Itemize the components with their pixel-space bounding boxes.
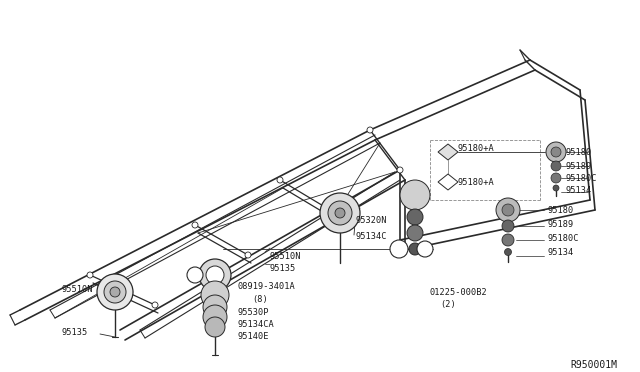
Circle shape	[502, 204, 514, 216]
Circle shape	[187, 267, 203, 283]
Circle shape	[496, 198, 520, 222]
Circle shape	[502, 234, 514, 246]
Circle shape	[400, 180, 430, 210]
Circle shape	[201, 281, 229, 309]
Text: 95510N: 95510N	[62, 285, 93, 294]
Circle shape	[409, 243, 421, 255]
Circle shape	[199, 259, 231, 291]
Circle shape	[206, 266, 224, 284]
Text: 95180+A: 95180+A	[458, 144, 495, 153]
Polygon shape	[438, 144, 458, 160]
Circle shape	[367, 127, 373, 133]
Circle shape	[320, 193, 360, 233]
Circle shape	[551, 147, 561, 157]
Circle shape	[553, 185, 559, 191]
Text: 95134C: 95134C	[355, 232, 387, 241]
Circle shape	[328, 201, 352, 225]
Text: 95180C: 95180C	[548, 234, 579, 243]
Circle shape	[417, 241, 433, 257]
Text: (8): (8)	[252, 295, 268, 304]
Circle shape	[407, 209, 423, 225]
Text: 95135: 95135	[270, 264, 296, 273]
Text: 95189: 95189	[548, 220, 574, 229]
Text: 95180C: 95180C	[565, 174, 596, 183]
Circle shape	[397, 167, 403, 173]
Text: 08919-3401A: 08919-3401A	[238, 282, 296, 291]
Circle shape	[192, 222, 198, 228]
Text: 95134: 95134	[548, 248, 574, 257]
Circle shape	[203, 305, 227, 329]
Polygon shape	[438, 174, 458, 190]
Text: N: N	[192, 276, 198, 282]
Text: 95530P: 95530P	[238, 308, 269, 317]
Text: 95134: 95134	[565, 186, 591, 195]
Text: (2): (2)	[440, 300, 456, 309]
Circle shape	[277, 177, 283, 183]
Text: 95510N: 95510N	[270, 252, 301, 261]
Circle shape	[87, 272, 93, 278]
Text: 95180+A: 95180+A	[458, 178, 495, 187]
Circle shape	[152, 302, 158, 308]
Text: N: N	[422, 250, 428, 256]
Text: R950001M: R950001M	[570, 360, 617, 370]
Text: 95135: 95135	[62, 328, 88, 337]
Circle shape	[335, 208, 345, 218]
Circle shape	[546, 142, 566, 162]
Text: 95134CA: 95134CA	[238, 320, 275, 329]
Circle shape	[104, 281, 126, 303]
Circle shape	[390, 240, 408, 258]
Text: 95140E: 95140E	[238, 332, 269, 341]
Circle shape	[551, 173, 561, 183]
Text: N: N	[396, 250, 402, 256]
Circle shape	[245, 252, 251, 258]
Text: 95180: 95180	[548, 206, 574, 215]
Circle shape	[205, 317, 225, 337]
Text: 95189: 95189	[565, 162, 591, 171]
Text: 01225-000B2: 01225-000B2	[430, 288, 488, 297]
Circle shape	[407, 225, 423, 241]
Circle shape	[551, 161, 561, 171]
Circle shape	[97, 274, 133, 310]
Circle shape	[110, 287, 120, 297]
Text: 95320N: 95320N	[355, 216, 387, 225]
Circle shape	[327, 207, 333, 213]
Text: 95180: 95180	[565, 148, 591, 157]
Circle shape	[504, 248, 511, 256]
Circle shape	[203, 295, 227, 319]
Circle shape	[502, 220, 514, 232]
